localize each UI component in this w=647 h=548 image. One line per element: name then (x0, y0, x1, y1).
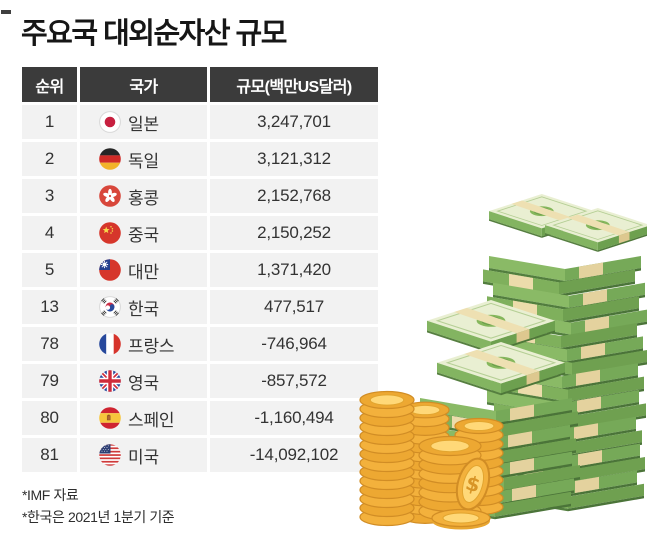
value-cell: -857,572 (210, 364, 378, 398)
country-name: 대만 (128, 262, 159, 282)
column-header-value: 규모(백만US달러) (210, 67, 378, 102)
rank-cell: 13 (22, 290, 77, 324)
country-cell: 독일 (80, 142, 207, 176)
dollar-coin-icon: $ (455, 457, 491, 511)
rank-cell: 3 (22, 179, 77, 213)
hong-kong-flag-icon (99, 185, 121, 207)
country-cell: 영국 (80, 364, 207, 398)
table-row-united-kingdom: 79 영국 -857,572 (22, 364, 378, 398)
value-cell: 2,152,768 (210, 179, 378, 213)
rank-cell: 81 (22, 438, 77, 472)
table-row-germany: 2 독일 3,121,312 (22, 142, 378, 176)
country-cell: 스페인 (80, 401, 207, 435)
rank-cell: 2 (22, 142, 77, 176)
bill-bundle-stack-tall (483, 193, 647, 512)
taiwan-flag-icon (99, 259, 121, 281)
table-row-south-korea: 13 한국 477,517 (22, 290, 378, 324)
footnotes: *IMF 자료 *한국은 2021년 1분기 기준 (22, 484, 175, 528)
united-states-flag-icon (99, 444, 121, 466)
table-row-hong-kong: 3 홍콩 2,152,768 (22, 179, 378, 213)
rank-cell: 1 (22, 105, 77, 139)
country-cell: 한국 (80, 290, 207, 324)
country-cell: 중국 (80, 216, 207, 250)
gold-coin-stacks (359, 390, 504, 527)
country-name: 독일 (128, 151, 159, 171)
rank-cell: 79 (22, 364, 77, 398)
money-stacks-illustration: $ (359, 193, 647, 530)
japan-flag-icon (99, 111, 121, 133)
united-kingdom-flag-icon (99, 370, 121, 392)
country-cell: 대만 (80, 253, 207, 287)
spain-flag-icon (99, 407, 121, 429)
footnote-basis: *한국은 2021년 1분기 기준 (22, 509, 175, 525)
svg-text:$: $ (463, 471, 483, 498)
top-left-tick (1, 10, 11, 14)
country-cell: 미국 (80, 438, 207, 472)
rank-cell: 78 (22, 327, 77, 361)
value-cell: 2,150,252 (210, 216, 378, 250)
column-header-country: 국가 (80, 67, 207, 102)
country-cell: 홍콩 (80, 179, 207, 213)
value-cell: -1,160,494 (210, 401, 378, 435)
rank-cell: 80 (22, 401, 77, 435)
rank-cell: 5 (22, 253, 77, 287)
page-title: 주요국 대외순자산 규모 (21, 18, 287, 50)
table-row-china: 4 중국 2,150,252 (22, 216, 378, 250)
table-header-row: 순위 국가 규모(백만US달러) (22, 67, 378, 102)
table-row-spain: 80 스페인 -1,160,494 (22, 401, 378, 435)
value-cell: 3,121,312 (210, 142, 378, 176)
flat-coin-icon (431, 508, 491, 530)
country-cell: 프랑스 (80, 327, 207, 361)
country-name: 미국 (128, 447, 159, 467)
value-cell: -14,092,102 (210, 438, 378, 472)
table-row-taiwan: 5 대만 1,371,420 (22, 253, 378, 287)
country-name: 영국 (128, 373, 159, 393)
table-body: 1 일본 3,247,701 2 독일 3,121,312 3 홍콩 2,152… (22, 105, 378, 472)
value-cell: -746,964 (210, 327, 378, 361)
value-cell: 477,517 (210, 290, 378, 324)
column-header-rank: 순위 (22, 67, 77, 102)
china-flag-icon (99, 222, 121, 244)
germany-flag-icon (99, 148, 121, 170)
south-korea-flag-icon (99, 296, 121, 318)
country-cell: 일본 (80, 105, 207, 139)
footnote-source: *IMF 자료 (22, 487, 79, 503)
country-name: 홍콩 (128, 188, 159, 208)
country-name: 스페인 (128, 410, 175, 430)
bill-bundle-stack-short (418, 299, 580, 520)
rank-cell: 4 (22, 216, 77, 250)
france-flag-icon (99, 333, 121, 355)
value-cell: 1,371,420 (210, 253, 378, 287)
net-assets-table: 순위 국가 규모(백만US달러) 1 일본 3,247,701 2 독일 3,1… (22, 67, 378, 475)
country-name: 한국 (128, 299, 159, 319)
table-row-france: 78 프랑스 -746,964 (22, 327, 378, 361)
country-name: 프랑스 (128, 336, 175, 356)
country-name: 일본 (128, 114, 159, 134)
value-cell: 3,247,701 (210, 105, 378, 139)
table-row-japan: 1 일본 3,247,701 (22, 105, 378, 139)
table-row-united-states: 81 미국 -14,092,102 (22, 438, 378, 472)
country-name: 중국 (128, 225, 159, 245)
